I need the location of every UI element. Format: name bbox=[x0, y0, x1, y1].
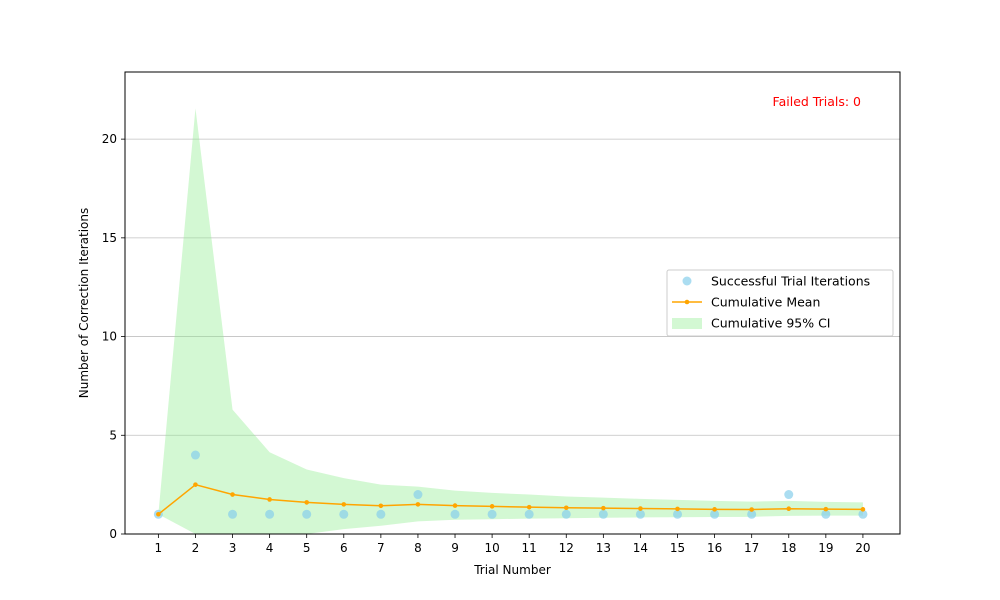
scatter-point bbox=[747, 509, 757, 519]
y-axis-ticks: 0 5 10 15 20 bbox=[102, 132, 125, 541]
mean-point bbox=[304, 500, 309, 505]
x-tick-label: 2 bbox=[192, 541, 200, 555]
mean-point bbox=[638, 506, 643, 511]
scatter-point bbox=[302, 509, 312, 519]
scatter-point bbox=[339, 509, 349, 519]
mean-point bbox=[675, 506, 680, 512]
scatter-point bbox=[524, 509, 534, 519]
legend: Successful Trial Iterations Cumulative M… bbox=[666, 269, 894, 337]
scatter-point bbox=[487, 509, 497, 519]
mean-point bbox=[860, 507, 866, 512]
x-tick-label: 4 bbox=[266, 541, 274, 555]
scatter-point bbox=[265, 509, 275, 519]
mean-point bbox=[378, 503, 384, 509]
mean-point bbox=[563, 505, 569, 511]
scatter-point bbox=[561, 509, 571, 519]
y-tick-label: 0 bbox=[109, 527, 117, 541]
x-tick-label: 20 bbox=[855, 541, 870, 555]
legend-entry-mean: Cumulative Mean bbox=[711, 295, 820, 310]
x-tick-label: 10 bbox=[484, 541, 499, 555]
x-tick-label: 11 bbox=[522, 541, 537, 555]
x-tick-label: 16 bbox=[707, 541, 722, 555]
y-axis-label: Number of Correction Iterations bbox=[77, 208, 91, 398]
mean-point bbox=[267, 497, 272, 502]
mean-point bbox=[526, 504, 532, 510]
ci-band-layer bbox=[158, 108, 863, 534]
x-tick-label: 3 bbox=[229, 541, 237, 555]
x-tick-label: 5 bbox=[303, 541, 311, 555]
grid-lines bbox=[125, 138, 900, 436]
scatter-point bbox=[673, 509, 683, 519]
y-tick-label: 5 bbox=[109, 428, 117, 442]
mean-point bbox=[415, 502, 421, 507]
scatter-point bbox=[190, 450, 200, 460]
failed-trials-annotation: Failed Trials: 0 bbox=[773, 94, 861, 109]
x-tick-label: 18 bbox=[781, 541, 796, 555]
legend-entry-ci: Cumulative 95% CI bbox=[711, 316, 831, 331]
mean-point bbox=[712, 507, 717, 512]
legend-line-dot bbox=[684, 299, 690, 305]
x-tick-label: 7 bbox=[377, 541, 385, 555]
mean-point bbox=[193, 482, 198, 487]
legend-box bbox=[666, 269, 894, 337]
y-tick-label: 20 bbox=[102, 132, 117, 146]
mean-point bbox=[823, 506, 829, 512]
scatter-point bbox=[598, 509, 608, 519]
legend-scatter-marker bbox=[682, 276, 692, 286]
plot-area-frame bbox=[124, 71, 901, 535]
x-tick-label: 13 bbox=[596, 541, 611, 555]
scatter-point bbox=[635, 509, 645, 519]
scatter-point bbox=[784, 490, 794, 500]
scatter-point bbox=[858, 509, 868, 519]
mean-line bbox=[157, 483, 863, 515]
x-tick-label: 15 bbox=[670, 541, 685, 555]
mean-point bbox=[749, 507, 754, 512]
x-tick-label: 9 bbox=[451, 541, 459, 555]
x-tick-label: 1 bbox=[155, 541, 163, 555]
legend-band-marker bbox=[672, 318, 702, 329]
mean-point bbox=[230, 492, 235, 497]
mean-point bbox=[156, 511, 161, 517]
ci-band bbox=[158, 108, 863, 534]
scatter-point bbox=[821, 509, 831, 519]
x-axis-label: Trial Number bbox=[473, 563, 551, 577]
x-tick-label: 17 bbox=[744, 541, 759, 555]
scatter-point bbox=[413, 490, 423, 500]
scatter-point bbox=[376, 509, 386, 519]
x-tick-label: 6 bbox=[340, 541, 348, 555]
mean-point bbox=[341, 502, 347, 507]
x-tick-label: 19 bbox=[818, 541, 833, 555]
x-tick-label: 14 bbox=[633, 541, 648, 555]
x-axis-ticks: 1 2 3 4 5 6 7 8 9 10 11 12 13 14 15 16 17 18 19 20 bbox=[155, 534, 871, 555]
y-tick-label: 10 bbox=[102, 330, 117, 344]
scatter-point bbox=[228, 509, 238, 519]
y-tick-label: 15 bbox=[102, 231, 117, 245]
mean-point bbox=[786, 506, 792, 512]
legend-entry-scatter: Successful Trial Iterations bbox=[711, 274, 870, 289]
mean-point bbox=[452, 503, 458, 508]
mean-line-layer bbox=[156, 482, 866, 517]
scatter-point bbox=[710, 509, 720, 519]
x-tick-label: 12 bbox=[559, 541, 574, 555]
scatter-point bbox=[450, 509, 460, 519]
mean-point bbox=[601, 505, 606, 511]
x-tick-label: 8 bbox=[414, 541, 422, 555]
mean-point bbox=[489, 504, 495, 509]
